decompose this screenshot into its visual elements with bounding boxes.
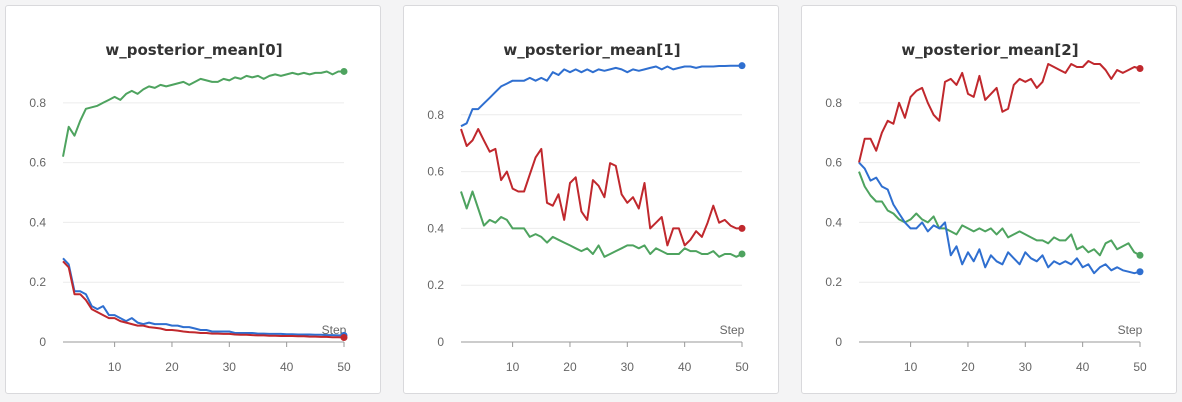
x-tick-label: 10 [506, 360, 520, 374]
x-tick-label: 20 [165, 360, 179, 374]
chart-title: w_posterior_mean[1] [503, 41, 680, 59]
series-line-0 [858, 60, 1141, 163]
x-tick-label: 20 [563, 360, 577, 374]
series-line-2 [858, 161, 1141, 275]
x-tick-label: 50 [337, 360, 351, 374]
x-axis-label: Step [1118, 323, 1143, 337]
y-tick-label: 0 [835, 335, 842, 349]
chart-panel-0: w_posterior_mean[0] 0 0.2 0.4 0.6 0.8 10 20 30 40… [5, 5, 381, 394]
y-tick-label: 0.6 [825, 156, 842, 170]
x-axis-label: Step [720, 323, 745, 337]
series-line-1 [62, 257, 344, 337]
x-tick-label: 40 [280, 360, 294, 374]
y-tick-label: 0.6 [427, 165, 444, 179]
series-line-0 [460, 64, 742, 128]
chart-svg: w_posterior_mean[2] 0 0.2 0.4 0.6 0.8 10 20 30 40… [825, 41, 1147, 374]
series-line-1 [858, 171, 1141, 257]
x-tick-label: 30 [223, 360, 237, 374]
series-endpoint-2 [1136, 268, 1144, 276]
y-tick-label: 0.4 [427, 221, 444, 235]
x-tick-label: 20 [961, 360, 975, 374]
y-tick-label: 0.8 [29, 96, 46, 110]
x-tick-label: 50 [1133, 360, 1147, 374]
y-tick-label: 0.8 [427, 108, 444, 122]
series-endpoint-0 [1136, 64, 1144, 72]
chart-title: w_posterior_mean[2] [901, 41, 1078, 59]
series-line-2 [460, 190, 743, 258]
y-tick-label: 0.8 [825, 96, 842, 110]
chart-panel-2: w_posterior_mean[2] 0 0.2 0.4 0.6 0.8 10 20 30 40… [801, 5, 1177, 394]
series-endpoint-1 [1136, 251, 1144, 259]
y-tick-label: 0.6 [29, 156, 46, 170]
chart-title: w_posterior_mean[0] [105, 41, 282, 59]
series-endpoint-2 [340, 334, 348, 342]
x-axis-label: Step [322, 323, 347, 337]
y-tick-label: 0.2 [29, 275, 46, 289]
x-tick-label: 40 [1076, 360, 1090, 374]
y-tick-label: 0.4 [29, 215, 46, 229]
series-line-1 [460, 128, 742, 247]
chart-panel-1: w_posterior_mean[1] 0 0.2 0.4 0.6 0.8 10 20 30 40… [403, 5, 779, 394]
x-tick-label: 50 [735, 360, 749, 374]
chart-svg: w_posterior_mean[0] 0 0.2 0.4 0.6 0.8 10 20 30 40… [29, 41, 351, 374]
x-tick-label: 40 [678, 360, 692, 374]
x-tick-label: 10 [108, 360, 122, 374]
x-tick-label: 30 [1019, 360, 1033, 374]
series-line-2 [62, 260, 345, 339]
y-tick-label: 0.4 [825, 215, 842, 229]
y-tick-label: 0.2 [825, 275, 842, 289]
x-tick-label: 10 [904, 360, 918, 374]
y-tick-label: 0 [437, 335, 444, 349]
series-endpoint-0 [738, 62, 746, 70]
chart-svg: w_posterior_mean[1] 0 0.2 0.4 0.6 0.8 10 20 30 40… [427, 41, 749, 374]
series-line-0 [62, 70, 344, 157]
series-endpoint-0 [340, 67, 348, 75]
series-endpoint-2 [738, 250, 746, 258]
y-tick-label: 0.2 [427, 278, 444, 292]
series-endpoint-1 [738, 224, 746, 232]
y-tick-label: 0 [39, 335, 46, 349]
x-tick-label: 30 [621, 360, 635, 374]
